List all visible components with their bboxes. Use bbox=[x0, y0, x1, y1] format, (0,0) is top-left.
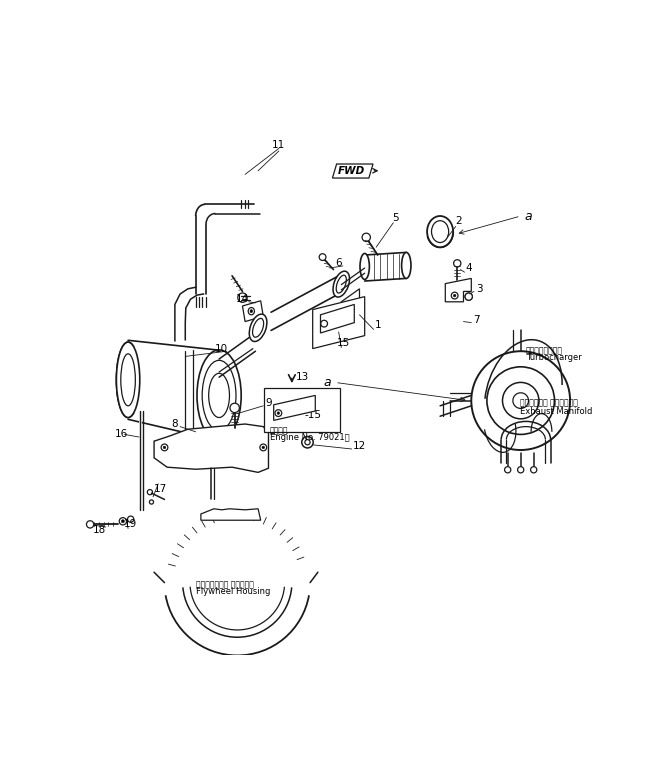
Text: 3: 3 bbox=[476, 283, 482, 294]
Text: 17: 17 bbox=[154, 484, 168, 494]
Ellipse shape bbox=[302, 436, 313, 448]
Text: 19: 19 bbox=[124, 519, 138, 529]
Text: 10: 10 bbox=[215, 344, 228, 354]
Text: Exhaust Manifold: Exhaust Manifold bbox=[519, 406, 592, 416]
Text: Turbocharger: Turbocharger bbox=[526, 353, 582, 363]
Text: 13: 13 bbox=[296, 372, 309, 382]
Text: 11: 11 bbox=[272, 139, 285, 150]
Text: Flywheel Housing: Flywheel Housing bbox=[196, 587, 270, 597]
Ellipse shape bbox=[197, 350, 241, 441]
Text: FWD: FWD bbox=[338, 166, 365, 175]
Text: a: a bbox=[525, 210, 532, 222]
Text: 14: 14 bbox=[236, 294, 249, 305]
Polygon shape bbox=[332, 164, 373, 178]
Text: 7: 7 bbox=[473, 315, 480, 325]
Text: ターボチャージャ: ターボチャージャ bbox=[526, 347, 563, 355]
Ellipse shape bbox=[230, 403, 240, 413]
Ellipse shape bbox=[249, 314, 267, 341]
Ellipse shape bbox=[116, 342, 140, 417]
Text: 適用号機: 適用号機 bbox=[270, 426, 289, 435]
Ellipse shape bbox=[427, 216, 453, 247]
Polygon shape bbox=[446, 279, 471, 301]
Ellipse shape bbox=[250, 309, 252, 312]
Text: 4: 4 bbox=[466, 263, 472, 273]
Polygon shape bbox=[201, 509, 260, 520]
Ellipse shape bbox=[454, 260, 461, 267]
Polygon shape bbox=[274, 395, 315, 420]
Ellipse shape bbox=[402, 252, 411, 279]
Text: 6: 6 bbox=[336, 258, 342, 268]
Text: フライホイール ハウジング: フライホイール ハウジング bbox=[196, 581, 254, 590]
Text: 18: 18 bbox=[93, 525, 106, 535]
Text: 8: 8 bbox=[172, 419, 178, 429]
Text: a: a bbox=[323, 376, 331, 389]
Ellipse shape bbox=[127, 516, 134, 522]
Ellipse shape bbox=[333, 271, 350, 297]
Ellipse shape bbox=[465, 293, 472, 300]
Ellipse shape bbox=[277, 412, 280, 414]
Text: 12: 12 bbox=[353, 442, 366, 451]
Polygon shape bbox=[242, 301, 263, 322]
Polygon shape bbox=[342, 289, 360, 336]
Text: エキゾースト マニホールド: エキゾースト マニホールド bbox=[519, 399, 578, 408]
Ellipse shape bbox=[119, 518, 127, 525]
Bar bbox=[264, 388, 340, 431]
Ellipse shape bbox=[360, 254, 369, 280]
Text: 16: 16 bbox=[115, 429, 128, 439]
Ellipse shape bbox=[362, 233, 370, 241]
Text: 2: 2 bbox=[455, 216, 462, 226]
Ellipse shape bbox=[87, 521, 94, 528]
Polygon shape bbox=[321, 305, 354, 333]
Text: 5: 5 bbox=[393, 212, 399, 222]
Ellipse shape bbox=[163, 446, 166, 449]
Ellipse shape bbox=[319, 254, 326, 261]
Text: -15: -15 bbox=[304, 410, 321, 420]
Ellipse shape bbox=[262, 446, 264, 449]
Text: 9: 9 bbox=[265, 399, 272, 408]
Text: Engine No. 79021－: Engine No. 79021－ bbox=[270, 432, 350, 442]
Polygon shape bbox=[154, 424, 268, 472]
Text: 1: 1 bbox=[374, 320, 381, 330]
Ellipse shape bbox=[454, 294, 456, 297]
Polygon shape bbox=[313, 297, 365, 348]
Ellipse shape bbox=[121, 520, 124, 523]
Text: 15: 15 bbox=[338, 338, 350, 348]
